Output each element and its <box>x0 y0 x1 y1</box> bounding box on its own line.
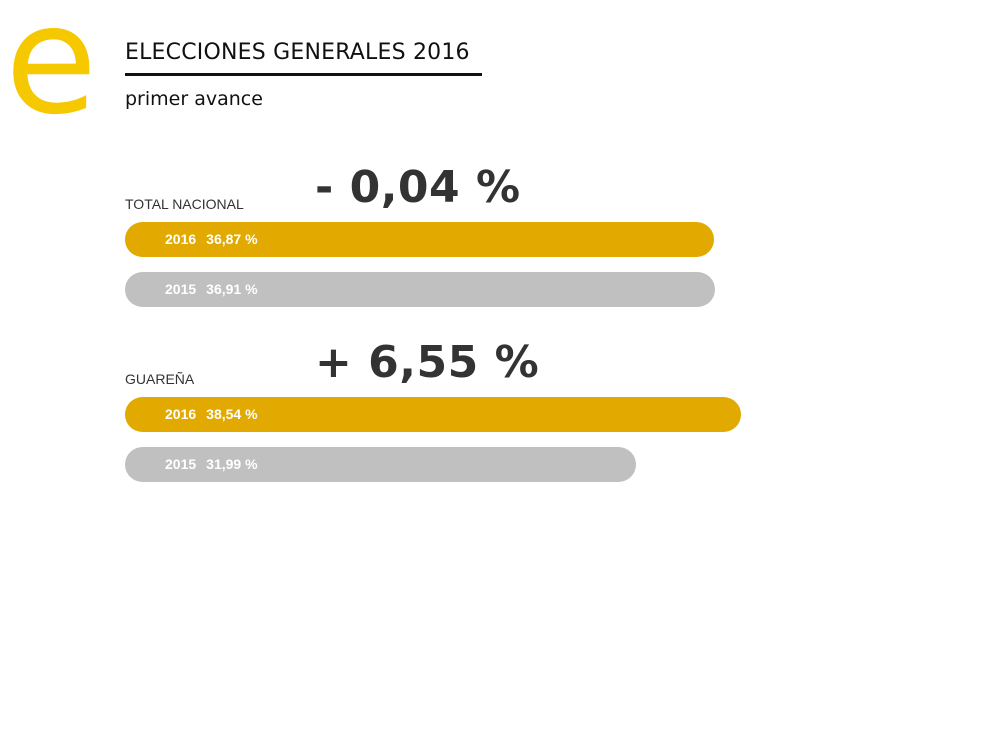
bar-year-label: 2016 <box>165 406 197 422</box>
chart-group: GUAREÑA + 6,55 % 2016 38,54 % 2015 31,99 % <box>125 337 825 487</box>
bar-year-label: 2015 <box>165 456 197 472</box>
bar-2016: 2016 38,54 % <box>125 397 741 432</box>
page-title: ELECCIONES GENERALES 2016 <box>125 40 482 76</box>
group-difference: - 0,04 % <box>315 162 521 213</box>
bar-value-label: 36,87 % <box>206 231 258 247</box>
bar-value-label: 38,54 % <box>206 406 258 422</box>
bar-value-label: 36,91 % <box>206 281 258 297</box>
logo-letter: e <box>5 0 97 130</box>
bar-year-label: 2016 <box>165 231 197 247</box>
page-subtitle: primer avance <box>125 88 263 110</box>
chart-group: TOTAL NACIONAL - 0,04 % 2016 36,87 % 2015 36,… <box>125 162 825 312</box>
group-label: GUAREÑA <box>125 371 195 387</box>
bar-year-label: 2015 <box>165 281 197 297</box>
group-label: TOTAL NACIONAL <box>125 196 244 212</box>
bar-2015: 2015 31,99 % <box>125 447 636 482</box>
bar-2015: 2015 36,91 % <box>125 272 715 307</box>
elecciones-logo: e <box>5 0 97 130</box>
bar-value-label: 31,99 % <box>206 456 258 472</box>
group-difference: + 6,55 % <box>315 337 540 388</box>
bar-2016: 2016 36,87 % <box>125 222 714 257</box>
